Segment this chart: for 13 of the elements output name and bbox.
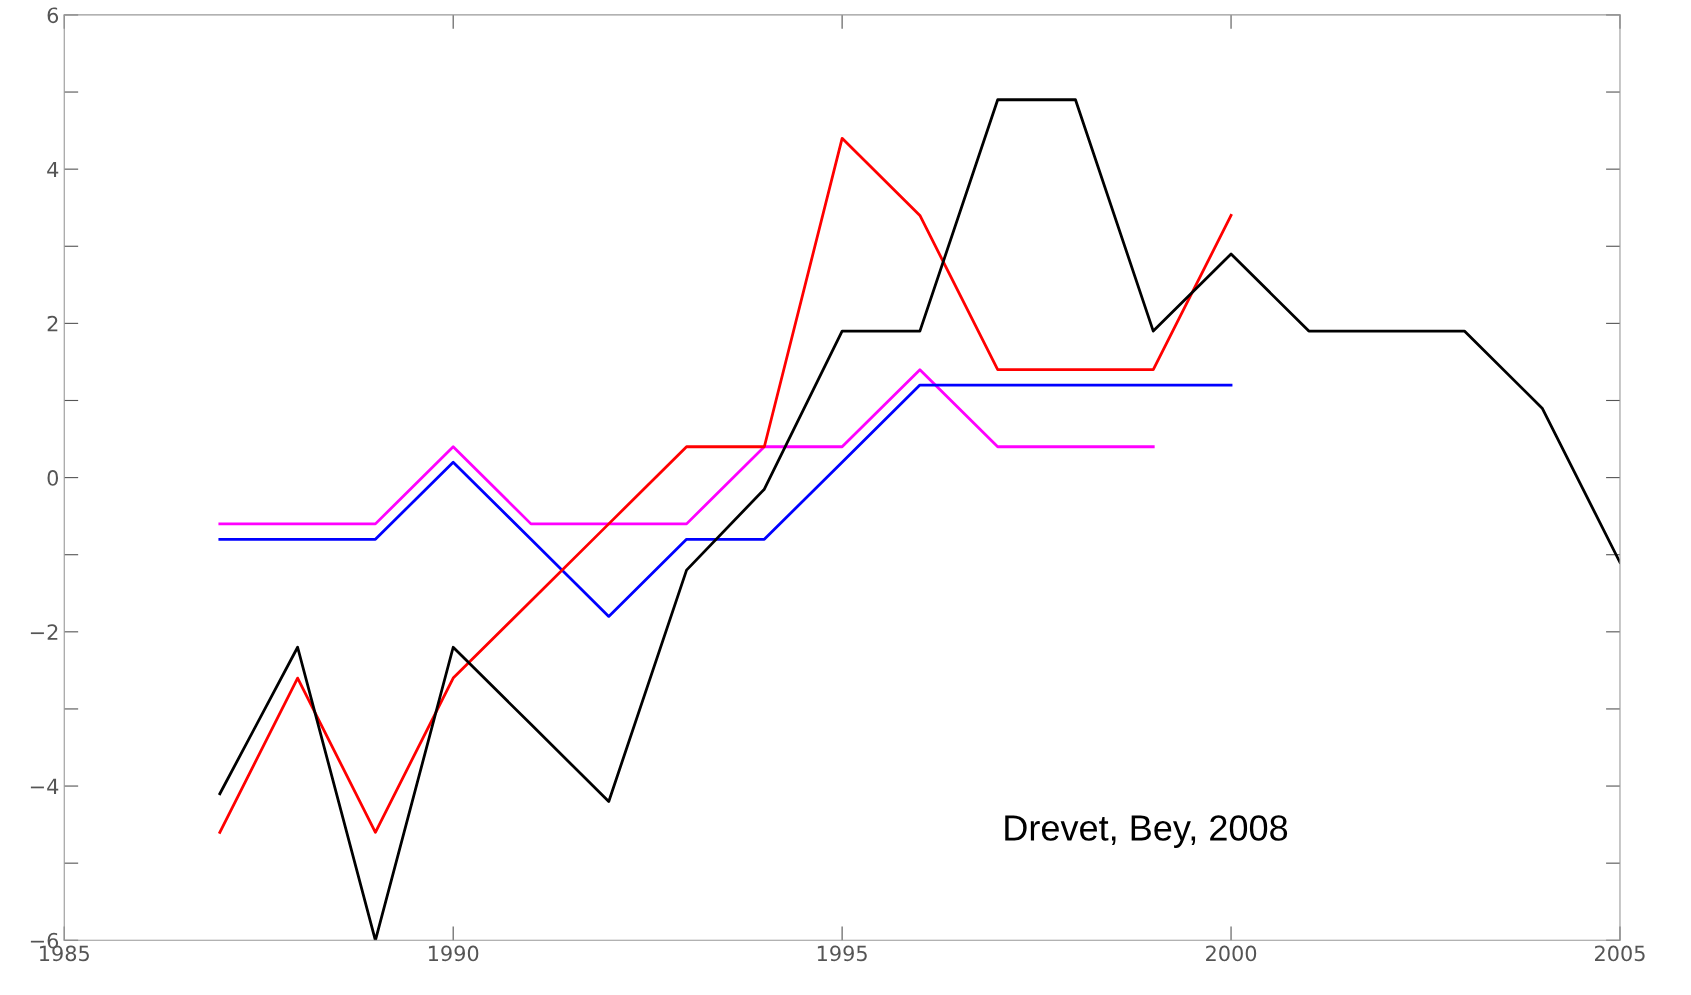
y-tick-label: −4 bbox=[30, 778, 59, 794]
x-tick-label: 2000 bbox=[1206, 945, 1257, 962]
y-tick-label: −2 bbox=[30, 624, 58, 640]
y-tick-label: 0 bbox=[47, 470, 59, 486]
x-tick-label: 1990 bbox=[428, 945, 479, 962]
y-tick-label: 2 bbox=[47, 315, 58, 332]
annotation: Drevet, Bey, 2008 bbox=[1005, 815, 1288, 848]
line-series bbox=[218, 383, 1233, 618]
x-tick-label: 1995 bbox=[817, 945, 867, 962]
line-series bbox=[218, 98, 1620, 941]
y-tick-label: 6 bbox=[47, 7, 59, 24]
y-tick-label: 4 bbox=[47, 161, 59, 178]
x-tick-label: 2005 bbox=[1594, 945, 1645, 962]
